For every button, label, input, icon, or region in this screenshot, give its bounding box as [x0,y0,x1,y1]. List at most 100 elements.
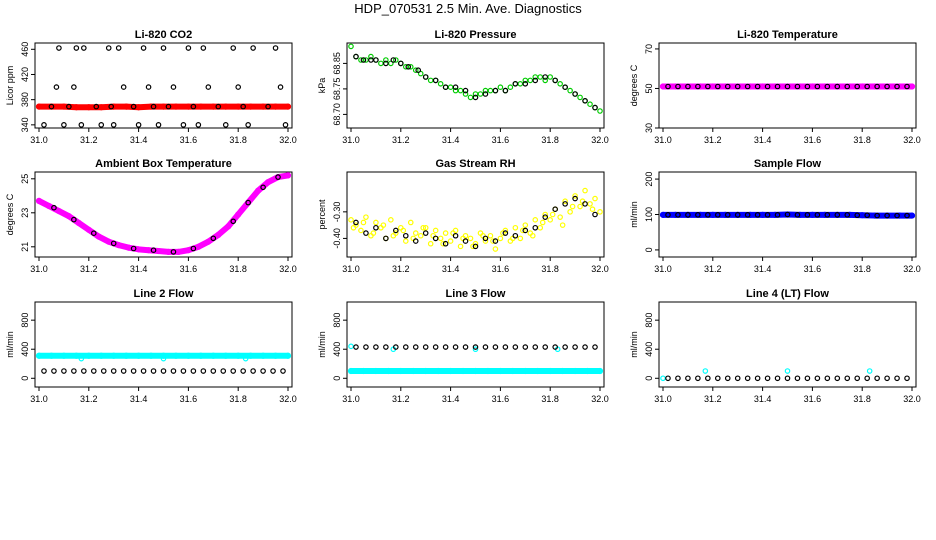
data-point [66,103,72,110]
data-point [165,103,172,110]
y-tick-label: -0.40 [332,228,342,249]
data-point [834,212,841,218]
panel-5: Gas Stream RH 31.0 31.2 31.4 31.6 31.8 32.0 -0.… [317,158,609,274]
data-point [145,247,152,254]
data-point [353,53,359,60]
data-point [844,375,851,382]
data-point [373,57,379,63]
data-point [222,122,229,128]
data-point [393,57,399,63]
data-point [794,375,801,382]
x-tick-label: 31.2 [392,135,410,145]
data-point [487,87,494,94]
x-tick-label: 31.4 [754,264,772,274]
data-point [264,179,272,186]
data-point [874,83,880,90]
data-point [522,222,529,228]
data-point [470,243,476,250]
data-point [255,187,262,194]
y-axis-label: degrees C [629,64,639,106]
data-point [675,83,681,90]
data-point [78,122,85,128]
data-point [587,201,593,207]
data-point [407,64,414,70]
data-point [247,103,254,110]
data-point [363,214,369,220]
data-point [372,367,379,375]
data-point [373,219,379,226]
data-point [435,367,442,375]
x-tick-label: 31.6 [492,264,510,274]
x-tick-label: 31.8 [853,264,871,274]
data-point [415,67,422,74]
y-tick-label: 400 [332,342,342,357]
data-point [442,240,449,247]
x-tick-label: 31.0 [654,264,672,274]
data-point [35,197,43,204]
data-point [422,367,429,375]
data-point [100,368,107,374]
data-point [402,238,409,244]
data-point [360,57,367,63]
data-point [597,209,603,215]
data-point [210,368,217,374]
panel-9: Line 4 (LT) Flow 31.0 31.2 31.4 31.6 31.8 32.0… [629,288,921,404]
data-point [572,344,578,350]
data-point [135,352,142,359]
data-point [105,45,112,51]
data-point [442,230,449,236]
data-point [539,219,546,226]
x-tick-label: 32.0 [591,135,609,145]
data-point [61,368,67,374]
data-point [240,103,246,110]
data-point [517,235,524,242]
data-point [582,344,588,350]
data-point [784,211,791,218]
data-point [220,368,227,374]
data-point [592,195,598,202]
data-point [844,83,851,90]
data-point [502,230,509,236]
data-point [592,211,598,218]
plot-frame [34,301,293,388]
data-point [866,368,873,374]
data-point [502,87,509,94]
data-point [180,368,187,374]
data-point [804,212,811,218]
x-tick-label: 31.6 [492,135,510,145]
data-point [472,243,479,250]
y-axis-label: ml/min [629,331,639,358]
data-point [562,84,568,91]
data-point [235,103,242,110]
data-point [522,367,529,375]
data-point [432,227,439,234]
plot-frame [34,42,293,129]
data-point [235,352,242,359]
series-2 [665,211,910,219]
data-point [467,235,474,242]
data-point [784,368,791,374]
data-point [552,206,558,212]
data-point [559,222,566,228]
x-tick-label: 31.2 [80,394,98,404]
data-point [172,352,180,359]
data-point [567,209,573,215]
data-point [150,368,157,374]
y-tick-label: 25 [20,174,30,184]
data-point [55,208,63,215]
data-point [170,249,177,255]
data-point [130,103,137,110]
x-tick-label: 31.8 [541,264,559,274]
y-tick-label: 200 [644,172,654,187]
data-point [502,344,509,350]
x-tick-label: 31.2 [392,394,410,404]
data-point [854,83,861,90]
x-tick-label: 31.4 [442,264,460,274]
data-point [462,344,469,350]
data-point [532,344,539,350]
data-point [260,352,267,359]
x-tick-label: 32.0 [279,394,297,404]
data-point [492,238,499,244]
data-point [348,217,354,223]
data-point [85,104,92,111]
